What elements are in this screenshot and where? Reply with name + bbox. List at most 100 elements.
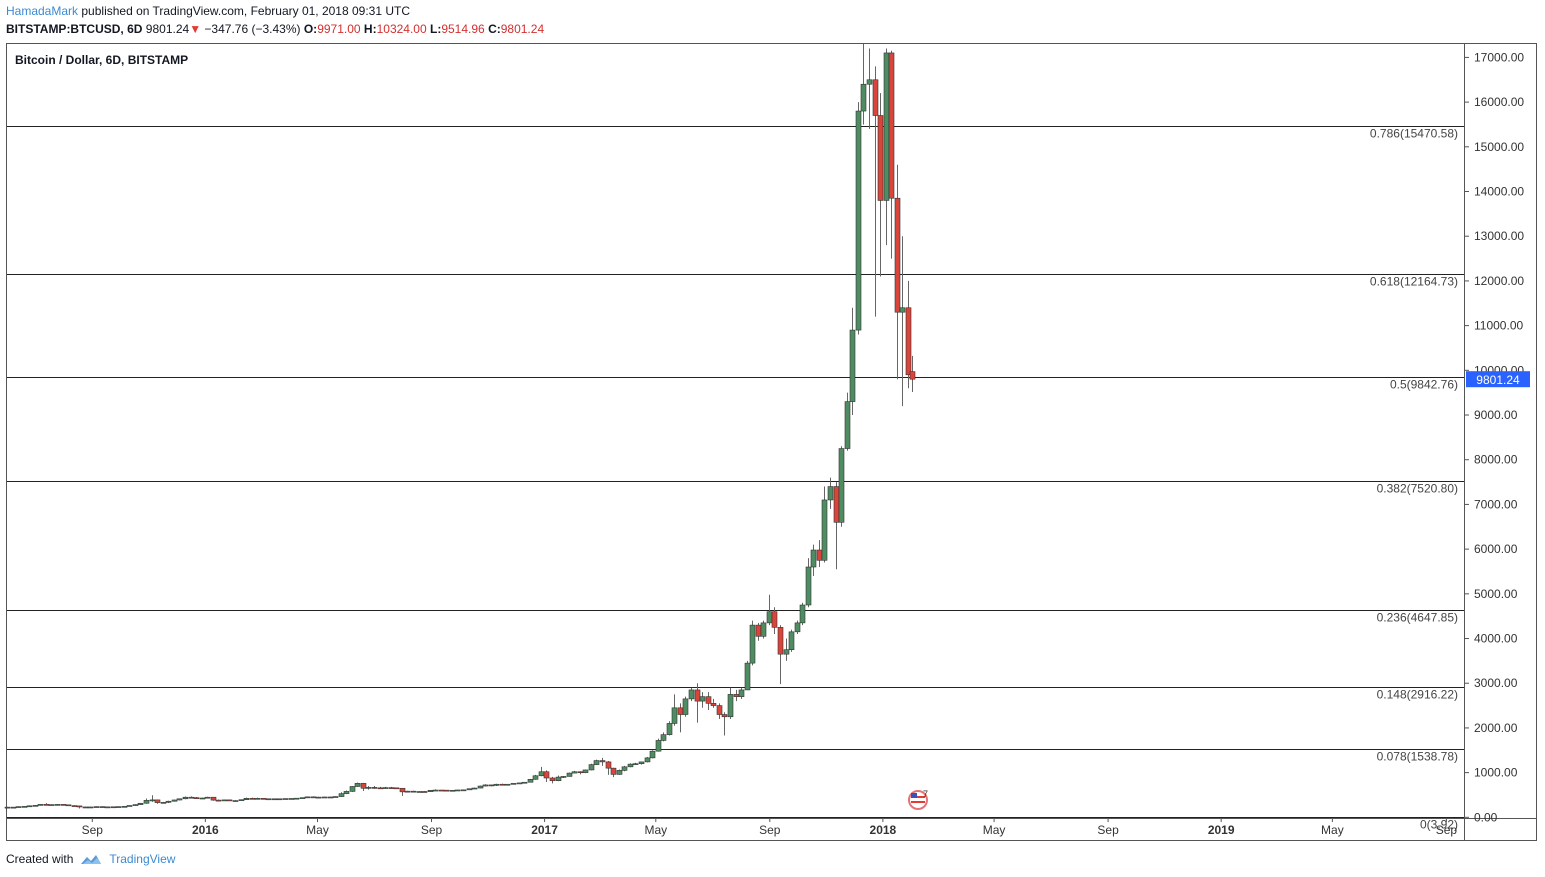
candle-body bbox=[193, 797, 200, 799]
candle-body bbox=[760, 622, 767, 637]
event-count: 7 bbox=[923, 789, 928, 799]
candle-body bbox=[21, 806, 28, 808]
candle-body bbox=[82, 806, 89, 809]
quote-line: BITSTAMP:BTCUSD, 6D 9801.24▼ −347.76 (−3… bbox=[6, 22, 544, 36]
candle-body bbox=[538, 771, 545, 777]
high-value: 10324.00 bbox=[376, 22, 427, 36]
candle-body bbox=[4, 806, 11, 809]
candle-body bbox=[393, 787, 400, 790]
candle-body bbox=[649, 750, 656, 759]
candle-body bbox=[644, 757, 651, 763]
time-tick-label: Sep bbox=[421, 823, 443, 837]
candle-body bbox=[555, 776, 562, 781]
candle-body bbox=[343, 791, 350, 794]
author-link[interactable]: HamadaMark bbox=[6, 4, 79, 18]
candle-body bbox=[410, 790, 417, 793]
fib-label: 0(3.92) bbox=[1420, 818, 1458, 832]
candle-body bbox=[321, 796, 328, 799]
candle-body bbox=[371, 787, 378, 789]
candle-body bbox=[593, 760, 600, 765]
time-axis: Sep 2016 May Sep 2017 May Sep 2018 May Sep 2019 May… bbox=[82, 818, 1457, 837]
candle-body bbox=[276, 798, 283, 801]
candle-body bbox=[721, 714, 728, 718]
price-tick-label: 16000.00 bbox=[1474, 95, 1524, 109]
candle-body bbox=[338, 793, 345, 797]
time-tick-label: Sep bbox=[759, 823, 781, 837]
candle-body bbox=[727, 694, 734, 718]
candle-body bbox=[54, 804, 61, 806]
candle-body bbox=[905, 307, 912, 376]
candle-body bbox=[360, 783, 367, 789]
candle-body bbox=[894, 197, 901, 313]
candle-body bbox=[137, 802, 144, 805]
candle-body bbox=[543, 771, 550, 779]
time-tick-label: Sep bbox=[82, 823, 104, 837]
candle-body bbox=[10, 806, 17, 809]
candle-body bbox=[744, 662, 751, 691]
low-label: L: bbox=[430, 22, 442, 36]
candle-body bbox=[232, 800, 239, 802]
candle-body bbox=[844, 401, 851, 449]
candle-body bbox=[265, 798, 272, 801]
candle-body bbox=[37, 804, 44, 806]
last-price-box bbox=[1466, 371, 1530, 388]
candle-body bbox=[471, 787, 478, 790]
candle-body bbox=[666, 723, 673, 735]
candle-body bbox=[143, 800, 150, 804]
candle-body bbox=[99, 806, 106, 808]
tradingview-link[interactable]: TradingView bbox=[79, 852, 175, 866]
fib-label: 0.078(1538.78) bbox=[1377, 750, 1458, 764]
candle-body bbox=[354, 783, 361, 787]
economic-event-badge[interactable]: 7 bbox=[908, 789, 928, 810]
candle-body bbox=[188, 796, 195, 799]
candle-body bbox=[805, 566, 812, 606]
candle-body bbox=[160, 802, 167, 804]
candle-body bbox=[833, 486, 840, 523]
candle-body bbox=[271, 798, 278, 801]
candle-body bbox=[176, 798, 183, 801]
candle-body bbox=[154, 799, 161, 803]
candle-body bbox=[705, 696, 712, 704]
price-tick-label: 12000.00 bbox=[1474, 274, 1524, 288]
candle-body bbox=[866, 79, 873, 85]
candle-body bbox=[299, 797, 306, 799]
price-axis: 17000.00 16000.00 15000.00 14000.00 13000.00… bbox=[1464, 50, 1524, 824]
tradingview-label: TradingView bbox=[109, 852, 176, 866]
candle-body bbox=[182, 796, 189, 800]
candle-body bbox=[132, 804, 139, 806]
candle-body bbox=[716, 705, 723, 715]
candle-body bbox=[821, 499, 828, 561]
candle-body bbox=[93, 806, 100, 808]
candle-body bbox=[521, 781, 528, 784]
candle-body bbox=[332, 796, 339, 798]
open-value: 9971.00 bbox=[317, 22, 361, 36]
candle-body bbox=[909, 371, 916, 380]
close-label: C: bbox=[488, 22, 501, 36]
candle-body bbox=[733, 694, 740, 697]
candle-body bbox=[87, 806, 94, 809]
publish-info: published on TradingView.com, February 0… bbox=[81, 4, 411, 18]
time-tick-label: May bbox=[983, 823, 1006, 837]
price-tick-label: 4000.00 bbox=[1474, 632, 1518, 646]
time-tick-label: 2018 bbox=[870, 823, 897, 837]
candle-body bbox=[254, 798, 261, 800]
flag-stripe bbox=[911, 801, 925, 803]
candle-body bbox=[60, 804, 67, 806]
candle-body bbox=[404, 790, 411, 793]
time-tick-label: 2019 bbox=[1208, 823, 1235, 837]
time-tick-label: 2017 bbox=[531, 823, 558, 837]
candle-body bbox=[460, 789, 467, 792]
publish-header: HamadaMark published on TradingView.com,… bbox=[6, 4, 410, 18]
candle-body bbox=[771, 611, 778, 628]
candle-body bbox=[48, 804, 55, 806]
candle-body bbox=[466, 788, 473, 791]
time-tick-label: May bbox=[1321, 823, 1344, 837]
candle-body bbox=[749, 624, 756, 664]
symbol-label[interactable]: BITSTAMP:BTCUSD, 6D bbox=[6, 22, 143, 36]
candles bbox=[4, 44, 916, 809]
candle-body bbox=[238, 799, 245, 801]
candle-body bbox=[627, 763, 634, 768]
candle-body bbox=[632, 763, 639, 765]
candle-body bbox=[710, 703, 717, 706]
